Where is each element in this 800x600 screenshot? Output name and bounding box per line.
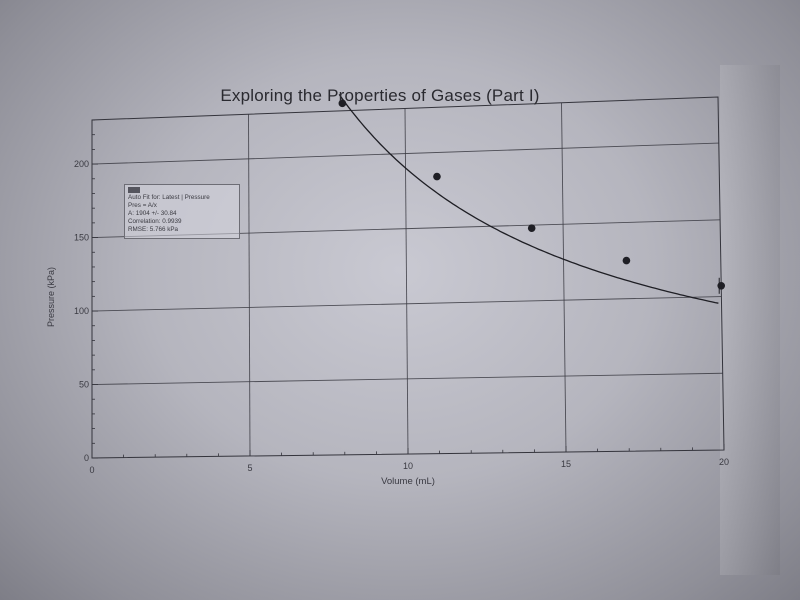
- data-point: [717, 281, 726, 290]
- fit-layer: [338, 94, 719, 304]
- data-point: [622, 256, 631, 265]
- x-axis-label: Volume (mL): [381, 476, 435, 487]
- x-tick-label: 20: [719, 457, 729, 467]
- plot-frame: [91, 96, 725, 459]
- fit-a-value: A: 1904 +/- 30.84: [128, 210, 177, 218]
- data-point: [338, 99, 347, 108]
- y-tick-label: 50: [79, 380, 89, 390]
- data-point: [433, 172, 441, 181]
- x-tick-label: 15: [561, 459, 571, 469]
- y-tick-label: 200: [74, 159, 89, 169]
- x-tick-label: 5: [247, 463, 252, 473]
- fit-curve: [338, 94, 719, 304]
- fit-equation: Pres = A/x: [128, 202, 157, 210]
- paper-edge-shadow: [720, 65, 780, 575]
- fit-box-icon: [128, 187, 140, 193]
- chart-title: Exploring the Properties of Gases (Part …: [220, 86, 540, 105]
- data-point: [527, 224, 536, 232]
- point-layer: [338, 99, 726, 294]
- fit-correlation: Correlation: 0.9939: [128, 218, 182, 226]
- gridline-x-10: [404, 108, 409, 455]
- y-axis-label: Pressure (kPa): [46, 267, 56, 327]
- fit-label: Auto Fit for: Latest | Pressure: [128, 194, 210, 201]
- y-tick-label: 100: [74, 306, 89, 316]
- grid-layer: [91, 102, 723, 457]
- x-tick-label: 0: [89, 465, 94, 475]
- axis-layer: [91, 96, 725, 459]
- y-tick-label: 150: [74, 233, 89, 243]
- gridline-x-15: [561, 102, 567, 453]
- fit-info-box[interactable]: Auto Fit for: Latest | Pressure Pres = A…: [124, 184, 240, 239]
- x-tick-label: 10: [403, 461, 413, 471]
- y-tick-label: 0: [84, 453, 89, 463]
- gridline-x-5: [248, 114, 251, 457]
- fit-rmse: RMSE: 5.766 kPa: [128, 226, 179, 234]
